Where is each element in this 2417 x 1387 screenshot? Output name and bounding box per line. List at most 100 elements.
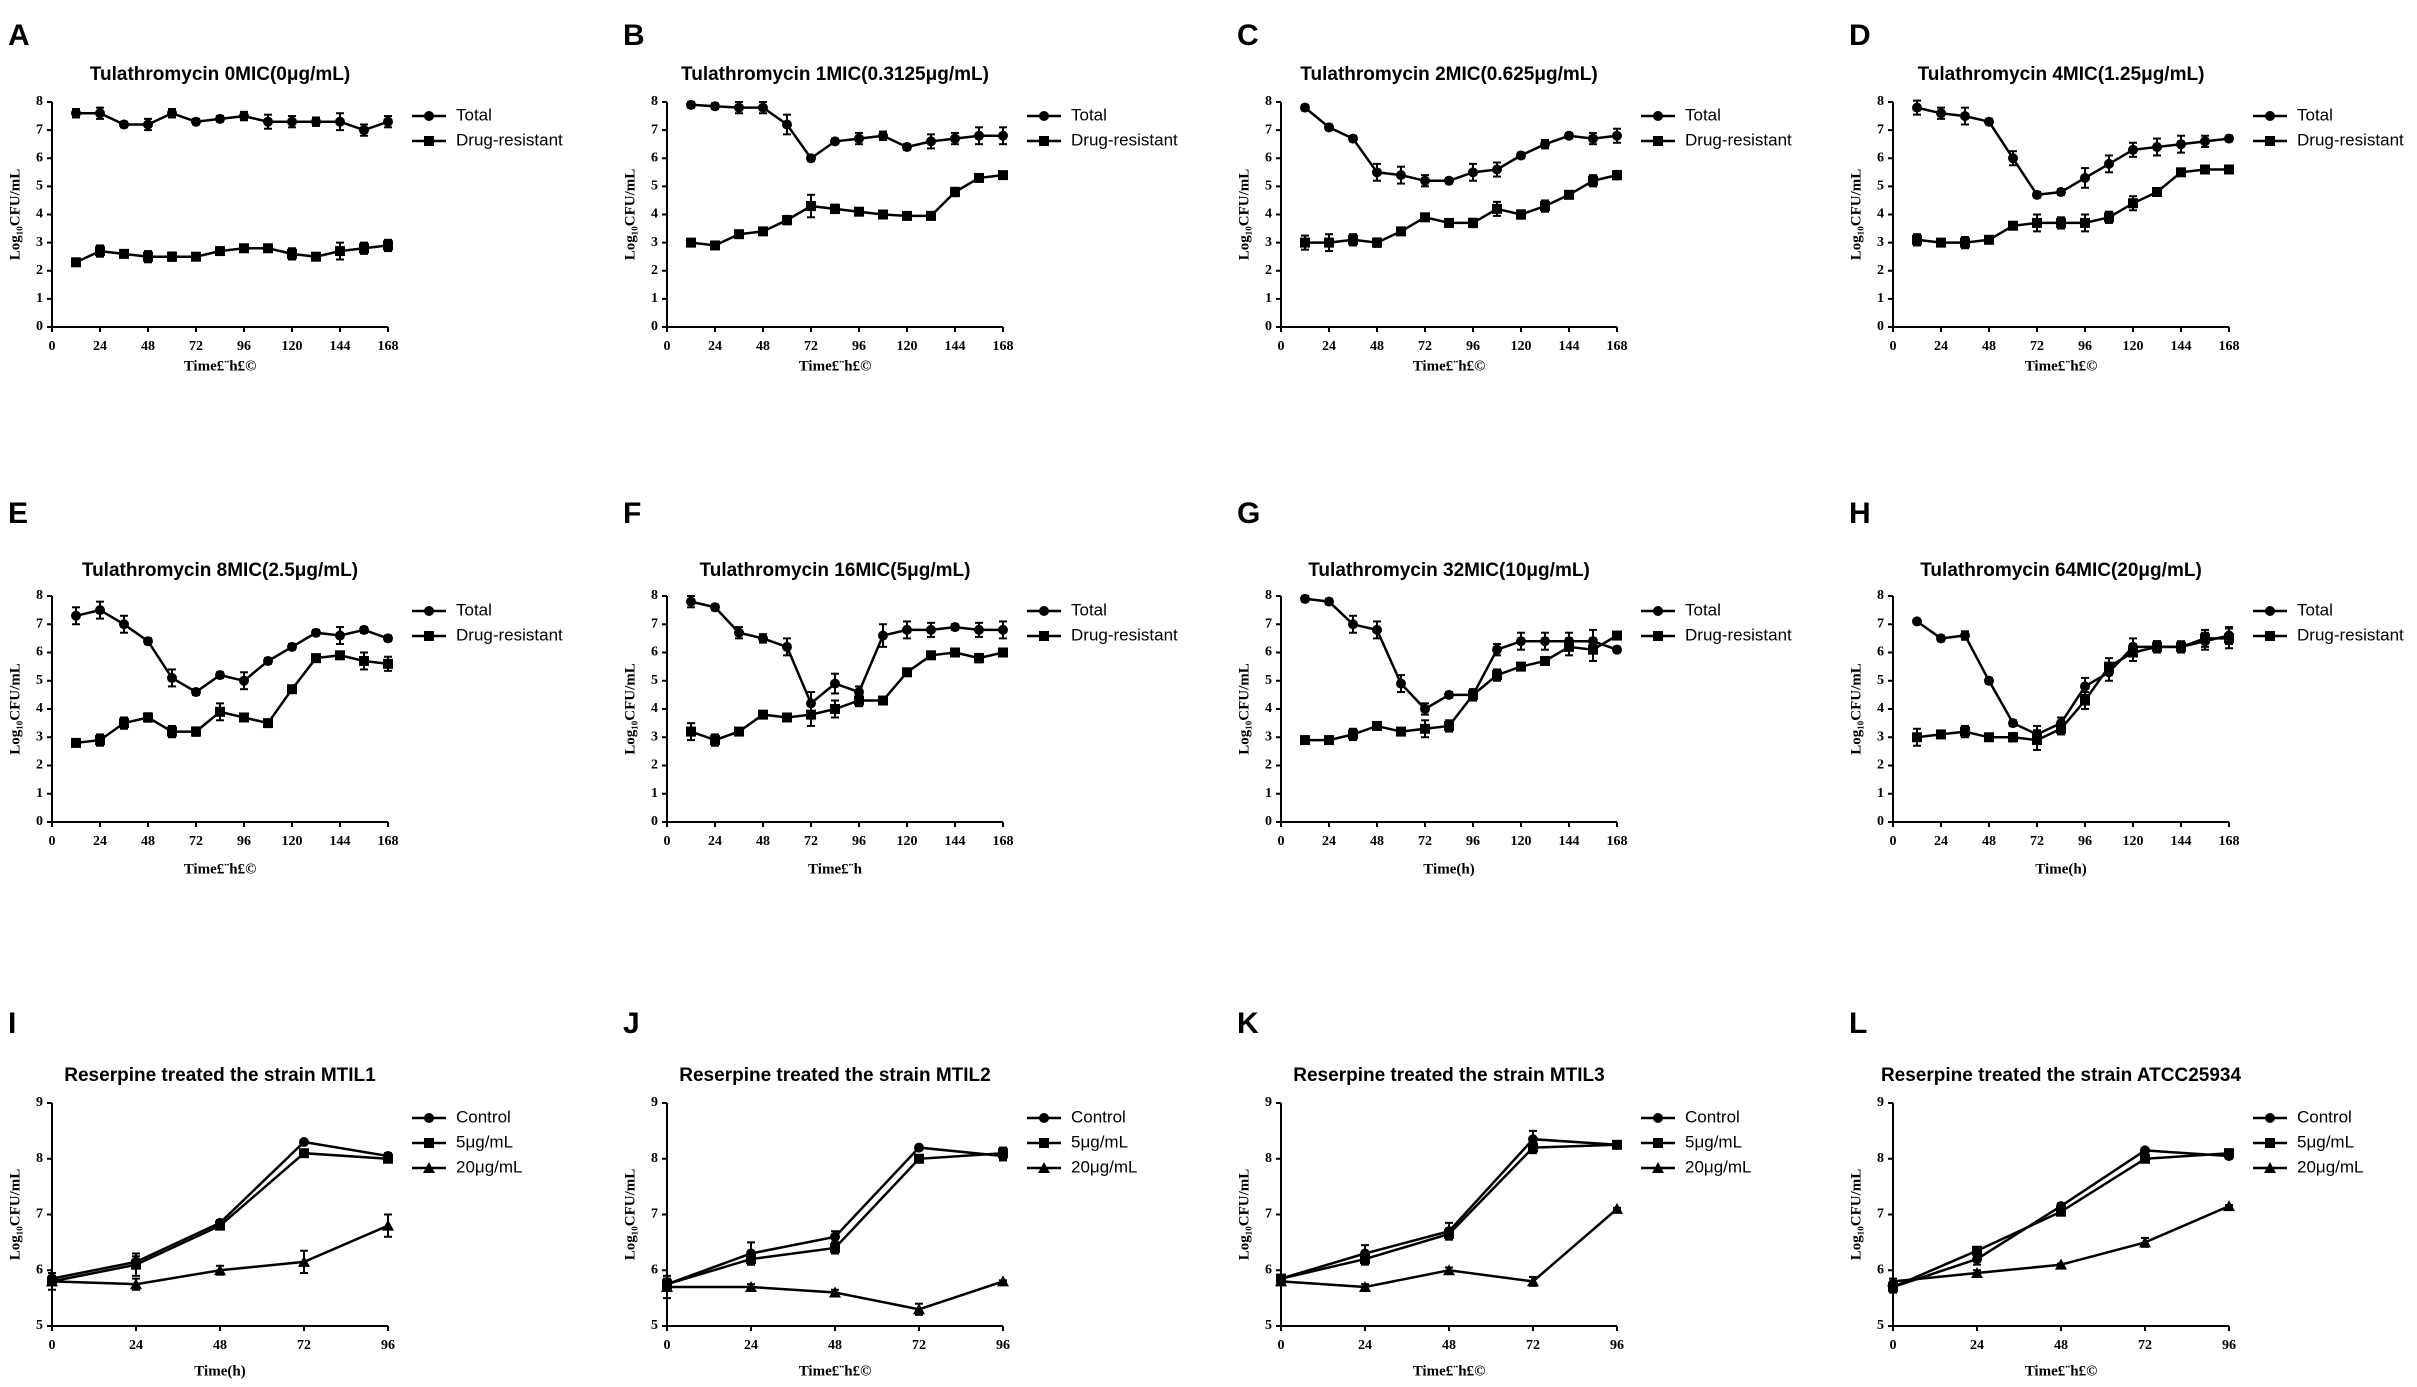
y-tick-label: 9 bbox=[1877, 1095, 1884, 1110]
y-tick-label: 8 bbox=[1877, 588, 1884, 603]
data-point bbox=[95, 108, 105, 119]
data-point bbox=[191, 251, 201, 262]
y-tick-label: 9 bbox=[1265, 1095, 1272, 1110]
x-tick-label: 144 bbox=[2171, 834, 2192, 849]
y-tick-label: 1 bbox=[1265, 291, 1272, 306]
data-point bbox=[914, 1142, 924, 1153]
y-tick-label: 3 bbox=[1877, 235, 1884, 250]
y-tick-label: 7 bbox=[651, 122, 658, 137]
x-tick-label: 72 bbox=[2030, 339, 2044, 354]
y-tick-label: 9 bbox=[36, 1095, 43, 1110]
data-point bbox=[710, 240, 720, 251]
series-circle bbox=[686, 595, 1008, 716]
data-point bbox=[131, 1259, 141, 1270]
legend-label: Drug-resistant bbox=[456, 625, 563, 644]
legend-label: Drug-resistant bbox=[456, 130, 563, 149]
data-point bbox=[1444, 720, 1454, 731]
data-point bbox=[71, 737, 81, 748]
data-point bbox=[1588, 133, 1598, 144]
data-point bbox=[2224, 1148, 2234, 1159]
series-circle bbox=[71, 600, 393, 698]
data-point bbox=[287, 116, 297, 127]
x-tick-label: 96 bbox=[381, 1338, 395, 1353]
y-tick-label: 7 bbox=[1265, 1207, 1272, 1222]
data-point bbox=[2008, 220, 2018, 231]
data-point bbox=[1887, 1275, 1899, 1287]
y-axis-label: Log₁₀CFU/mL bbox=[1848, 663, 1864, 755]
y-tick-label: 1 bbox=[1877, 786, 1884, 801]
data-point bbox=[878, 630, 888, 641]
series-circle bbox=[47, 1137, 393, 1284]
data-point bbox=[745, 1280, 757, 1292]
legend-label: 20μg/mL bbox=[1071, 1157, 1138, 1176]
data-point bbox=[130, 1278, 142, 1290]
legend-marker bbox=[1039, 1138, 1049, 1148]
data-point bbox=[239, 243, 249, 254]
data-point bbox=[1912, 102, 1922, 113]
y-tick-label: 5 bbox=[1265, 1318, 1272, 1333]
x-tick-label: 120 bbox=[1511, 834, 1532, 849]
x-tick-label: 48 bbox=[756, 339, 770, 354]
data-point bbox=[902, 142, 912, 152]
data-point bbox=[830, 678, 840, 689]
data-point bbox=[974, 130, 984, 141]
y-tick-label: 5 bbox=[651, 673, 658, 688]
y-tick-label: 5 bbox=[1877, 673, 1884, 688]
y-tick-label: 1 bbox=[36, 291, 43, 306]
y-tick-label: 0 bbox=[36, 319, 43, 334]
legend-label: 5μg/mL bbox=[1685, 1132, 1742, 1151]
y-tick-label: 8 bbox=[1265, 588, 1272, 603]
x-tick-label: 96 bbox=[1466, 339, 1480, 354]
legend-marker bbox=[1652, 1162, 1664, 1173]
data-point bbox=[1420, 704, 1430, 714]
data-point bbox=[359, 125, 369, 136]
data-point bbox=[215, 113, 225, 124]
data-point bbox=[782, 641, 792, 652]
legend-label: Total bbox=[1071, 105, 1107, 124]
data-point bbox=[974, 624, 984, 635]
data-point bbox=[2032, 217, 2042, 228]
x-tick-label: 24 bbox=[708, 339, 722, 354]
y-tick-label: 3 bbox=[1877, 729, 1884, 744]
data-point bbox=[1984, 675, 1994, 686]
series-square bbox=[1300, 169, 1622, 253]
x-tick-label: 48 bbox=[1370, 834, 1384, 849]
legend-label: Total bbox=[456, 105, 492, 124]
y-tick-label: 1 bbox=[651, 786, 658, 801]
data-point bbox=[239, 111, 249, 122]
x-tick-label: 24 bbox=[129, 1338, 143, 1353]
data-point bbox=[2056, 723, 2066, 734]
data-point bbox=[167, 251, 177, 262]
data-point bbox=[950, 133, 960, 144]
data-point bbox=[998, 170, 1008, 181]
data-point bbox=[2224, 164, 2234, 175]
x-tick-label: 96 bbox=[996, 1338, 1010, 1353]
x-tick-label: 48 bbox=[756, 834, 770, 849]
data-point bbox=[359, 624, 369, 635]
y-tick-label: 2 bbox=[651, 758, 658, 773]
data-point bbox=[1516, 636, 1526, 647]
series-square bbox=[662, 1146, 1008, 1291]
legend-label: Control bbox=[456, 1107, 511, 1126]
y-tick-label: 5 bbox=[1877, 179, 1884, 194]
x-tick-label: 0 bbox=[664, 834, 671, 849]
legend-marker bbox=[2265, 1138, 2275, 1148]
x-tick-label: 168 bbox=[2219, 339, 2240, 354]
data-point bbox=[926, 210, 936, 221]
series-circle bbox=[71, 106, 393, 137]
data-point bbox=[1348, 234, 1358, 245]
data-point bbox=[191, 116, 201, 127]
panel-j: J Reserpine treated the strain MTIL2 5 6 7 8 9… bbox=[622, 1007, 1137, 1380]
x-tick-label: 168 bbox=[1607, 339, 1628, 354]
x-tick-label: 96 bbox=[1466, 834, 1480, 849]
x-tick-label: 144 bbox=[330, 339, 351, 354]
y-tick-label: 0 bbox=[651, 814, 658, 829]
y-tick-label: 7 bbox=[1877, 1207, 1884, 1222]
y-tick-label: 6 bbox=[1877, 645, 1884, 660]
chart-title: Tulathromycin 32MIC(10μg/mL) bbox=[1308, 560, 1590, 581]
data-point bbox=[1300, 102, 1310, 113]
y-tick-label: 2 bbox=[1265, 263, 1272, 278]
data-point bbox=[830, 136, 840, 147]
legend-marker bbox=[2264, 1162, 2276, 1173]
x-tick-label: 144 bbox=[1559, 339, 1580, 354]
